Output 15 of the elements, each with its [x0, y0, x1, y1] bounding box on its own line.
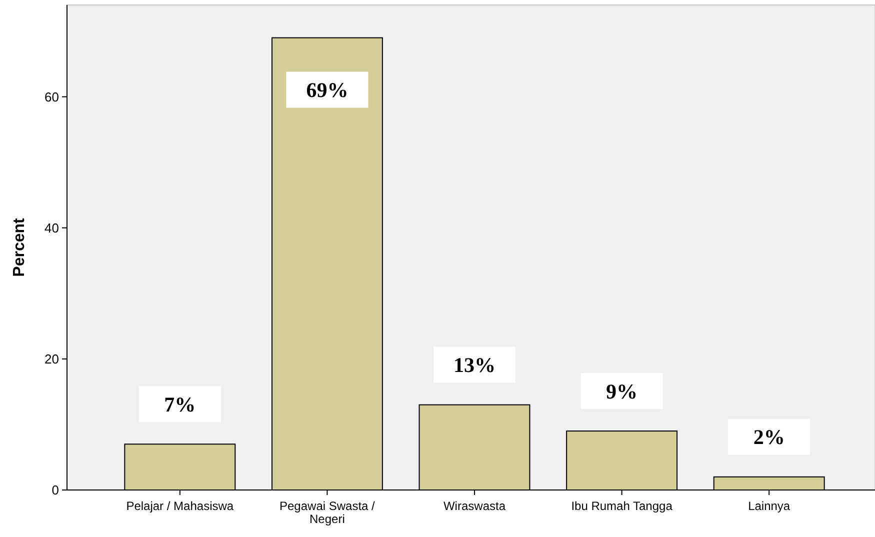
x-tick-label: Pelajar / Mahasiswa [126, 499, 234, 513]
y-axis-title: Percent [11, 217, 28, 277]
x-tick-label: Lainnya [748, 499, 790, 513]
data-label: 7% [164, 392, 196, 416]
x-tick-label: Wiraswasta [443, 499, 506, 513]
x-tick-label: Ibu Rumah Tangga [571, 499, 673, 513]
data-label: 13% [454, 353, 496, 378]
y-tick-label: 20 [44, 351, 59, 366]
data-label: 9% [606, 379, 638, 404]
y-tick-label: 40 [44, 220, 59, 236]
x-tick-label: Pegawai Swasta / Negeri [280, 499, 376, 526]
y-tick-label: 0 [52, 482, 59, 498]
data-label: 2% [753, 425, 785, 450]
y-tick-label: 60 [44, 89, 59, 104]
data-label: 69% [306, 78, 348, 102]
